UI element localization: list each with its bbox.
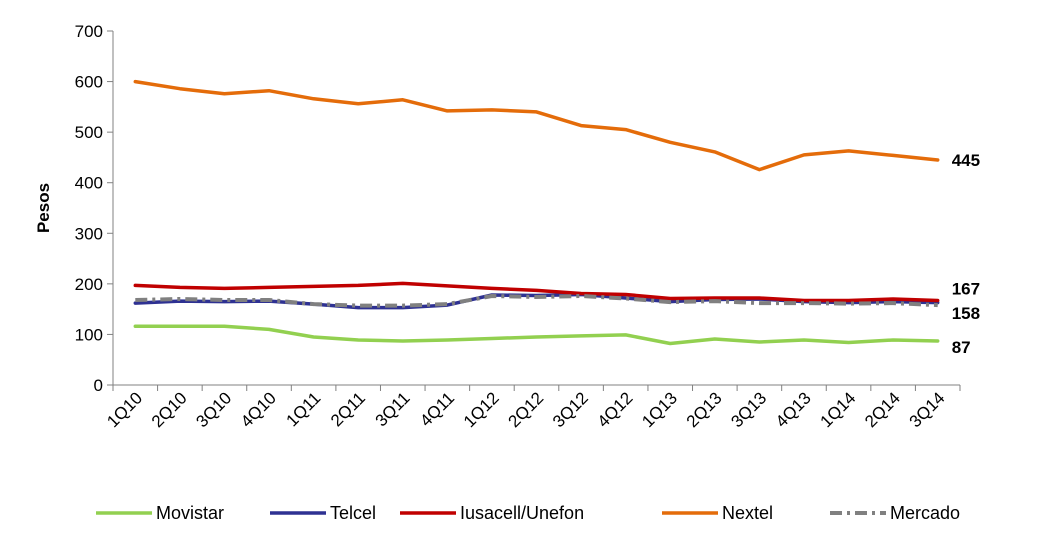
- series-lines: [133, 79, 940, 346]
- y-ticks: 0 100 200 300 400 500 600 700: [75, 22, 113, 395]
- x-tick-label: 1Q10: [103, 388, 146, 431]
- y-tick-label: 0: [94, 376, 103, 395]
- legend-label-mercado: Mercado: [890, 503, 960, 523]
- x-tick-label: 3Q12: [549, 388, 592, 431]
- x-tick-label: 1Q14: [817, 388, 860, 431]
- x-tick-label: 1Q11: [282, 388, 324, 430]
- series-line-iusacell-unefon: [133, 281, 940, 303]
- y-tick-label: 300: [75, 224, 103, 243]
- x-tick-label: 2Q10: [148, 388, 191, 431]
- y-tick-label: 200: [75, 275, 103, 294]
- legend-label-iusacell-unefon: Iusacell/Unefon: [460, 503, 584, 523]
- series-line-mercado: [135, 294, 938, 308]
- series-line-movistar: [133, 324, 940, 346]
- x-tick-label: 4Q12: [594, 388, 637, 431]
- end-label-mercado: 158: [952, 304, 980, 323]
- x-tick-label: 4Q11: [416, 388, 458, 430]
- y-axis-label: Pesos: [34, 183, 53, 233]
- legend: Movistar Telcel Iusacell/Unefon Nextel Merca…: [96, 503, 960, 523]
- x-tick-label: 1Q12: [460, 388, 503, 431]
- x-tick-label: 4Q10: [237, 388, 280, 431]
- y-tick-label: 700: [75, 22, 103, 41]
- end-label-nextel: 445: [952, 151, 980, 170]
- y-tick-label: 100: [75, 325, 103, 344]
- end-label-movistar: 87: [952, 338, 971, 357]
- x-tick-label: 2Q11: [327, 388, 369, 430]
- y-tick-label: 600: [75, 73, 103, 92]
- legend-label-telcel: Telcel: [330, 503, 376, 523]
- x-tick-label: 2Q14: [861, 388, 904, 431]
- axes: [112, 31, 960, 386]
- x-tick-label: 2Q12: [504, 388, 547, 431]
- x-tick-label: 3Q13: [727, 388, 770, 431]
- y-tick-label: 400: [75, 174, 103, 193]
- y-tick-label: 500: [75, 123, 103, 142]
- legend-label-nextel: Nextel: [722, 503, 773, 523]
- legend-label-movistar: Movistar: [156, 503, 224, 523]
- x-tick-label: 4Q13: [772, 388, 815, 431]
- x-tick-label: 3Q14: [906, 388, 949, 431]
- x-tick-label: 3Q10: [192, 388, 235, 431]
- series-line-nextel: [133, 79, 940, 172]
- x-tick-label: 3Q11: [372, 388, 414, 430]
- end-label-iusacell-unefon: 167: [952, 280, 980, 299]
- x-tick-label: 2Q13: [683, 388, 726, 431]
- x-tick-label: 1Q13: [638, 388, 681, 431]
- end-labels: 445 167 158 87: [952, 151, 980, 357]
- x-ticks: 1Q10 2Q10 3Q10 4Q10 1Q11 2Q11 3Q11 4Q11 1Q12 2Q12…: [103, 385, 961, 431]
